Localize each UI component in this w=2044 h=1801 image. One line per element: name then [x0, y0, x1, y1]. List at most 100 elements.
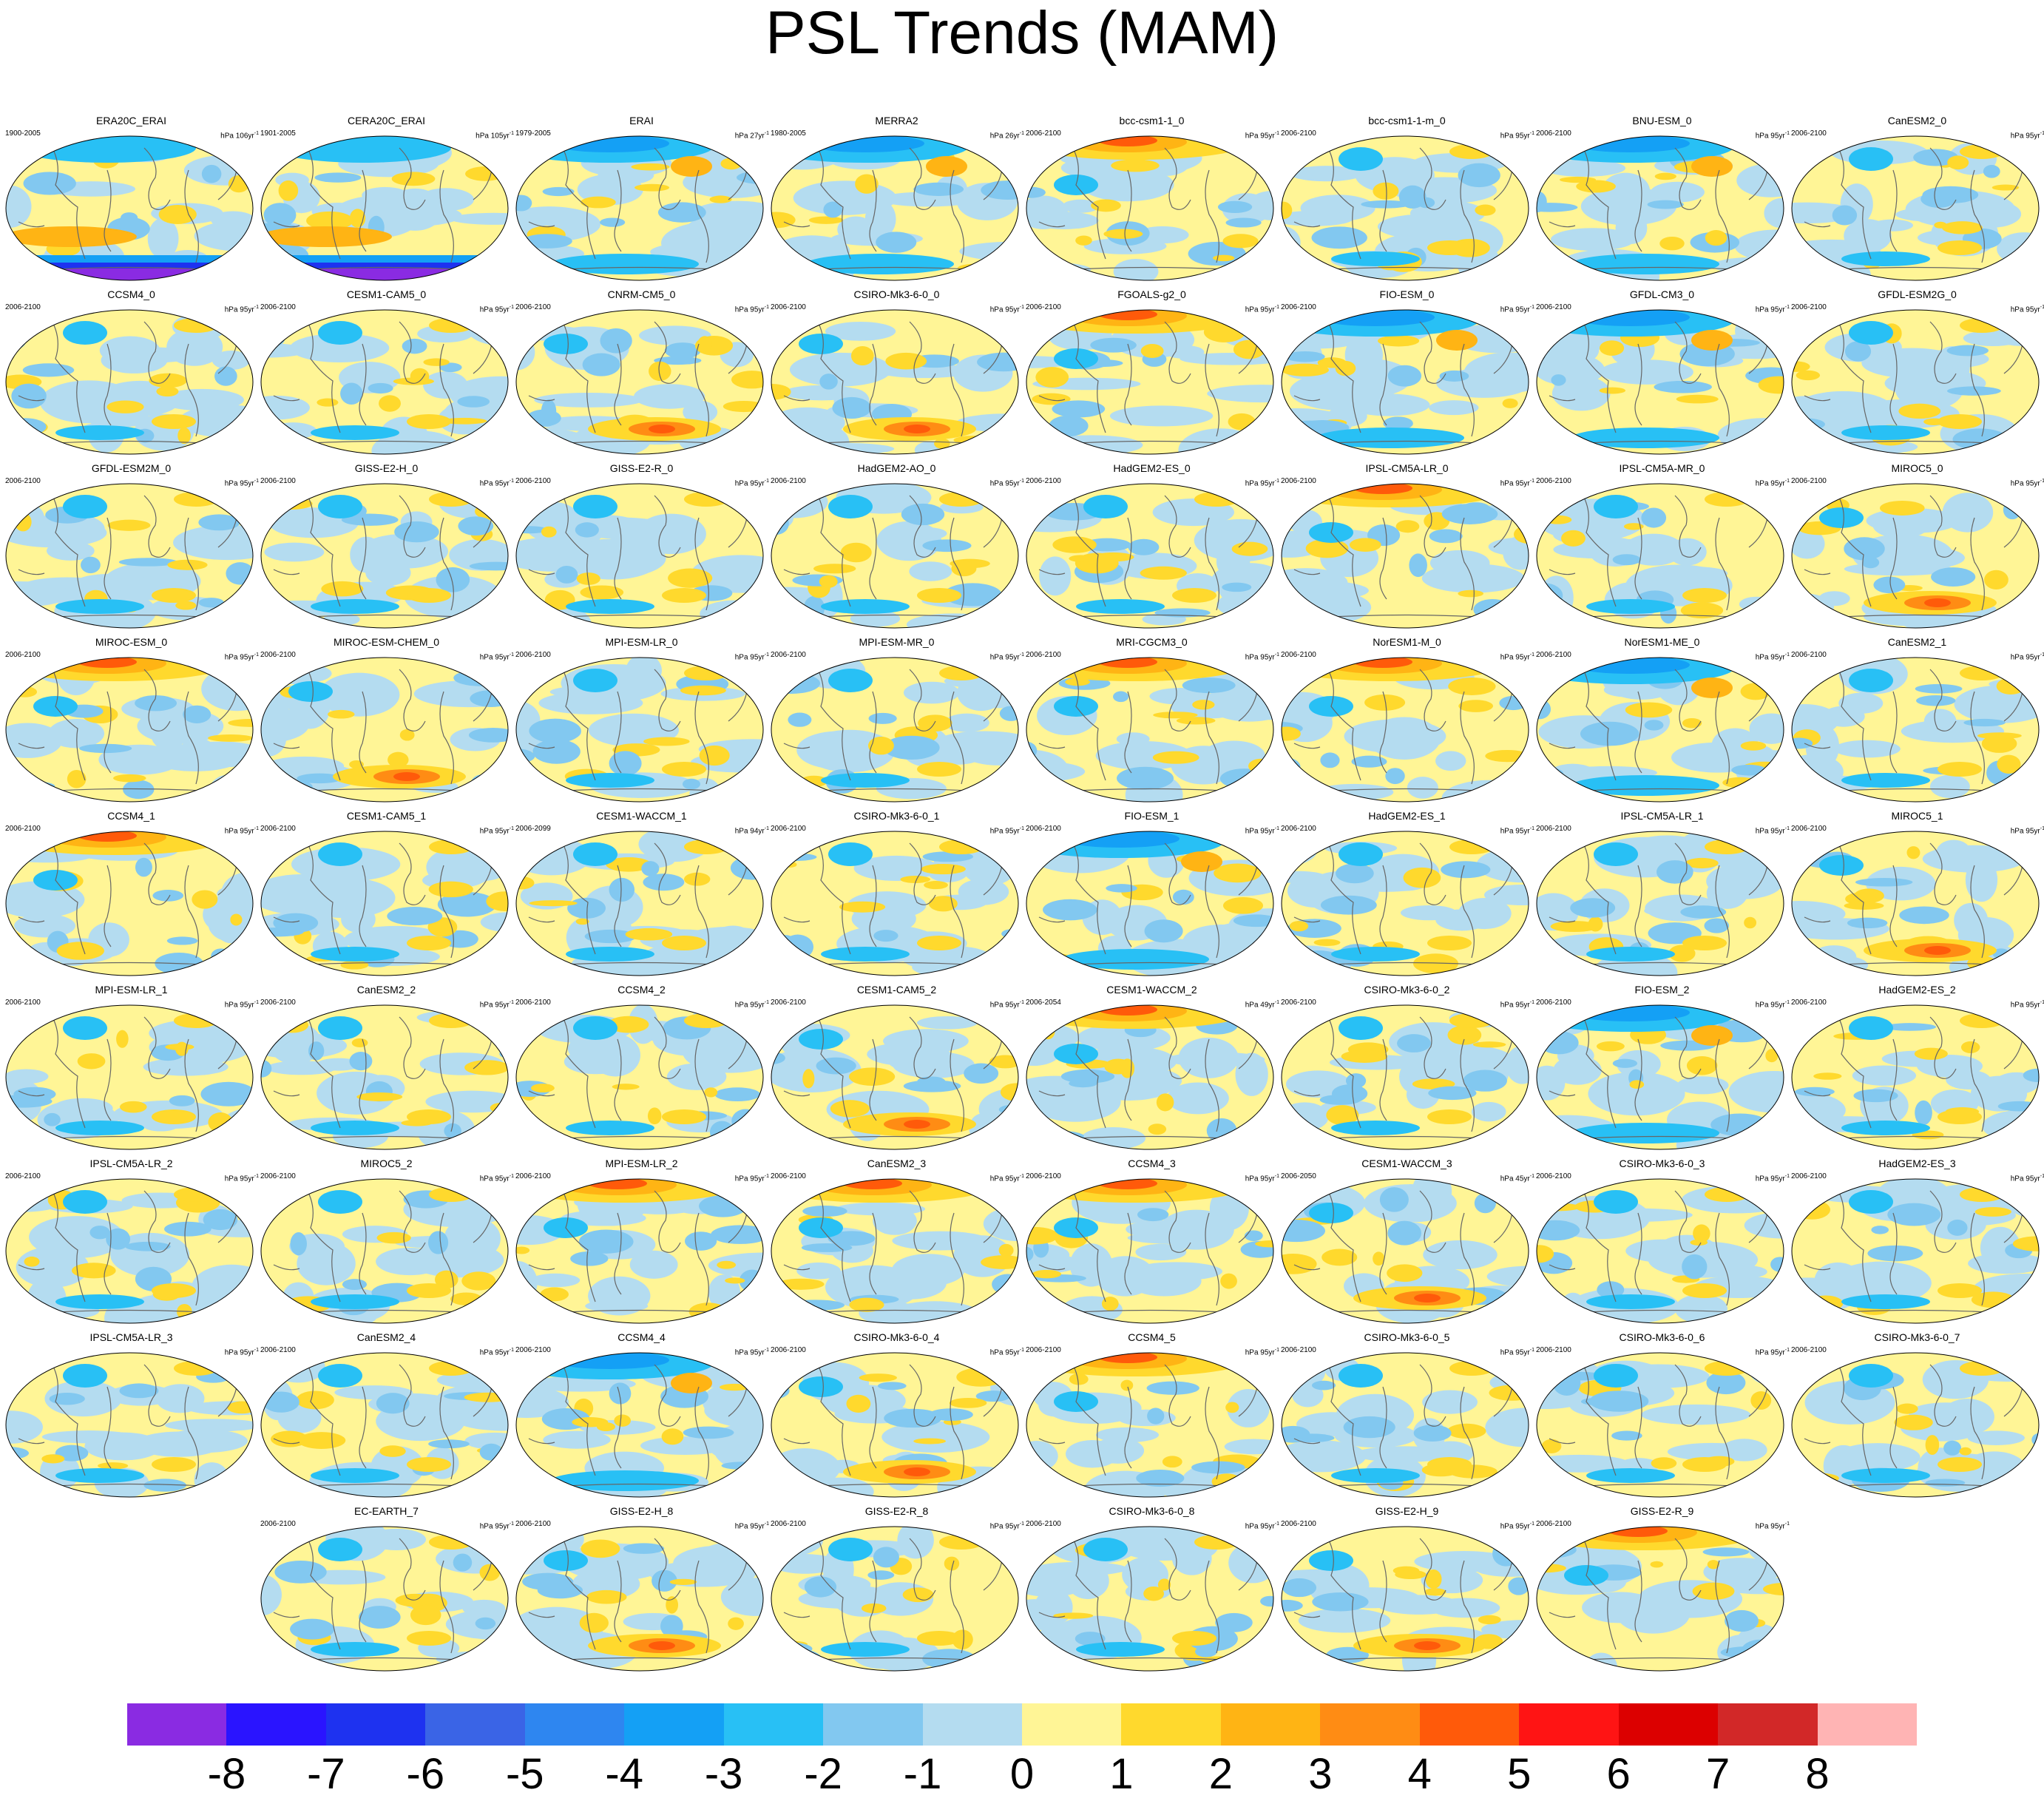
panel-period: 1980-2005 — [771, 129, 806, 138]
map-panel: CCSM4_2 2006-2100 hPa 95yr-1 — [514, 984, 769, 1155]
world-map-trend — [260, 1526, 509, 1672]
world-map-trend — [1281, 831, 1529, 976]
world-map-trend — [5, 1004, 254, 1150]
map-panel: HadGEM2-AO_0 2006-2100 hPa 95yr-1 — [769, 462, 1024, 634]
panel-title: IPSL-CM5A-LR_0 — [1365, 462, 1449, 474]
panel-units: hPa 95yr-1 — [734, 1521, 769, 1531]
panel-units: hPa 95yr-1 — [2010, 826, 2044, 836]
panel-title: CSIRO-Mk3-6-0_8 — [1109, 1505, 1195, 1517]
world-map-trend — [5, 1178, 254, 1324]
panel-period: 1979-2005 — [515, 129, 551, 138]
world-map-trend — [260, 309, 509, 455]
panel-title: GISS-E2-H_8 — [609, 1505, 674, 1517]
world-map-trend — [1281, 1352, 1529, 1498]
panel-title: MPI-ESM-LR_1 — [95, 984, 168, 996]
world-map-trend — [1281, 309, 1529, 455]
world-map-trend — [260, 831, 509, 976]
world-map-trend — [515, 831, 764, 976]
panel-title: HadGEM2-ES_2 — [1878, 984, 1956, 996]
colorbar-tick-label: 8 — [1805, 1750, 1830, 1798]
panel-period: 2006-2100 — [260, 999, 296, 1007]
panel-period: 2006-2100 — [515, 1346, 551, 1354]
map-panel: MIROC5_2 2006-2100 hPa 95yr-1 — [259, 1158, 514, 1329]
panel-period: 2006-2100 — [1026, 477, 1061, 485]
panel-title: IPSL-CM5A-LR_2 — [89, 1158, 173, 1169]
world-map-trend — [771, 831, 1019, 976]
panel-units: hPa 95yr-1 — [479, 1521, 514, 1531]
colorbar-tick-label: -6 — [406, 1750, 445, 1798]
panel-units: hPa 95yr-1 — [224, 1174, 259, 1183]
colorbar-tick-label: 6 — [1606, 1750, 1631, 1798]
panel-units: hPa 95yr-1 — [224, 479, 259, 488]
world-map-trend — [1536, 1178, 1784, 1324]
panel-period: 2006-2100 — [1026, 1520, 1061, 1528]
world-map-trend — [1791, 831, 2040, 976]
panel-title: MIROC5_1 — [1891, 810, 1943, 822]
map-panel: CanESM2_2 2006-2100 hPa 95yr-1 — [259, 984, 514, 1155]
panel-units: hPa 95yr-1 — [734, 479, 769, 488]
map-panel: bcc-csm1-1_0 2006-2100 hPa 95yr-1 — [1024, 115, 1279, 286]
world-map-trend — [1536, 1004, 1784, 1150]
map-panel: ERAI 1979-2005 hPa 27yr-1 — [514, 115, 769, 286]
panel-title: CanESM2_2 — [356, 984, 416, 996]
map-panel: CESM1-CAM5_2 2006-2100 hPa 95yr-1 — [769, 984, 1024, 1155]
map-panel: CERA20C_ERAI 1901-2005 hPa 105yr-1 — [259, 115, 514, 286]
panel-period: 2006-2100 — [1281, 1346, 1316, 1354]
panel-period: 2006-2100 — [1026, 825, 1061, 833]
panel-units: hPa 95yr-1 — [1755, 1348, 1790, 1357]
panel-title: CSIRO-Mk3-6-0_6 — [1619, 1331, 1705, 1343]
panel-title: CCSM4_1 — [107, 810, 155, 822]
panel-period: 2006-2100 — [771, 825, 806, 833]
panel-title: GISS-E2-R_0 — [609, 462, 674, 474]
panel-title: CSIRO-Mk3-6-0_5 — [1364, 1331, 1450, 1343]
panel-period: 2006-2100 — [1026, 129, 1061, 138]
panel-period: 2006-2100 — [260, 477, 296, 485]
map-panel: MIROC-ESM-CHEM_0 2006-2100 hPa 95yr-1 — [259, 636, 514, 808]
world-map-trend — [1791, 135, 2040, 281]
panel-title: NorESM1-ME_0 — [1624, 636, 1700, 648]
world-map-trend — [771, 483, 1019, 629]
world-map-trend — [5, 135, 254, 281]
panel-title: CESM1-WACCM_1 — [596, 810, 687, 822]
panel-units: hPa 95yr-1 — [989, 305, 1024, 314]
panel-title: MPI-ESM-LR_2 — [605, 1158, 678, 1169]
panel-units: hPa 95yr-1 — [224, 1000, 259, 1010]
map-panel: CESM1-WACCM_3 2006-2050 hPa 45yr-1 — [1279, 1158, 1534, 1329]
colorbar-swatch — [524, 1703, 625, 1746]
world-map-trend — [771, 309, 1019, 455]
panel-units: hPa 95yr-1 — [734, 652, 769, 662]
map-panel: HadGEM2-ES_0 2006-2100 hPa 95yr-1 — [1024, 462, 1279, 634]
panel-units: hPa 95yr-1 — [1755, 1174, 1790, 1183]
map-panel: CSIRO-Mk3-6-0_8 2006-2100 hPa 95yr-1 — [1024, 1505, 1279, 1677]
panel-period: 2006-2100 — [260, 1172, 296, 1180]
map-panel: GISS-E2-H_9 2006-2100 hPa 95yr-1 — [1279, 1505, 1534, 1677]
panel-units: hPa 95yr-1 — [1245, 479, 1279, 488]
panel-units: hPa 95yr-1 — [989, 1174, 1024, 1183]
world-map-trend — [515, 483, 764, 629]
map-panel: CCSM4_4 2006-2100 hPa 95yr-1 — [514, 1331, 769, 1503]
panel-units: hPa 95yr-1 — [1245, 131, 1279, 141]
map-panel: GISS-E2-H_0 2006-2100 hPa 95yr-1 — [259, 462, 514, 634]
map-panel: CSIRO-Mk3-6-0_0 2006-2100 hPa 95yr-1 — [769, 288, 1024, 460]
panel-period: 2006-2100 — [1536, 129, 1571, 138]
panel-units: hPa 95yr-1 — [1500, 305, 1534, 314]
panel-title: CESM1-CAM5_2 — [856, 984, 937, 996]
panel-units: hPa 95yr-1 — [224, 652, 259, 662]
panel-units: hPa 95yr-1 — [2010, 652, 2044, 662]
panel-title: MIROC-ESM-CHEM_0 — [333, 636, 440, 648]
world-map-trend — [771, 1352, 1019, 1498]
panel-units: hPa 95yr-1 — [734, 1000, 769, 1010]
map-panel: MPI-ESM-LR_0 2006-2100 hPa 95yr-1 — [514, 636, 769, 808]
world-map-trend — [1281, 1004, 1529, 1150]
world-map-trend — [1791, 483, 2040, 629]
world-map-trend — [1281, 1178, 1529, 1324]
colorbar-swatch — [1220, 1703, 1321, 1746]
colorbar-tick-label: 3 — [1308, 1750, 1333, 1798]
panel-period: 2006-2100 — [1791, 825, 1827, 833]
panel-period: 2006-2100 — [1536, 999, 1571, 1007]
colorbar-tick-label: -4 — [605, 1750, 643, 1798]
colorbar-swatch — [1618, 1703, 1719, 1746]
panel-units: hPa 45yr-1 — [1500, 1174, 1534, 1183]
world-map-trend — [5, 309, 254, 455]
panel-period: 2006-2100 — [1281, 825, 1316, 833]
